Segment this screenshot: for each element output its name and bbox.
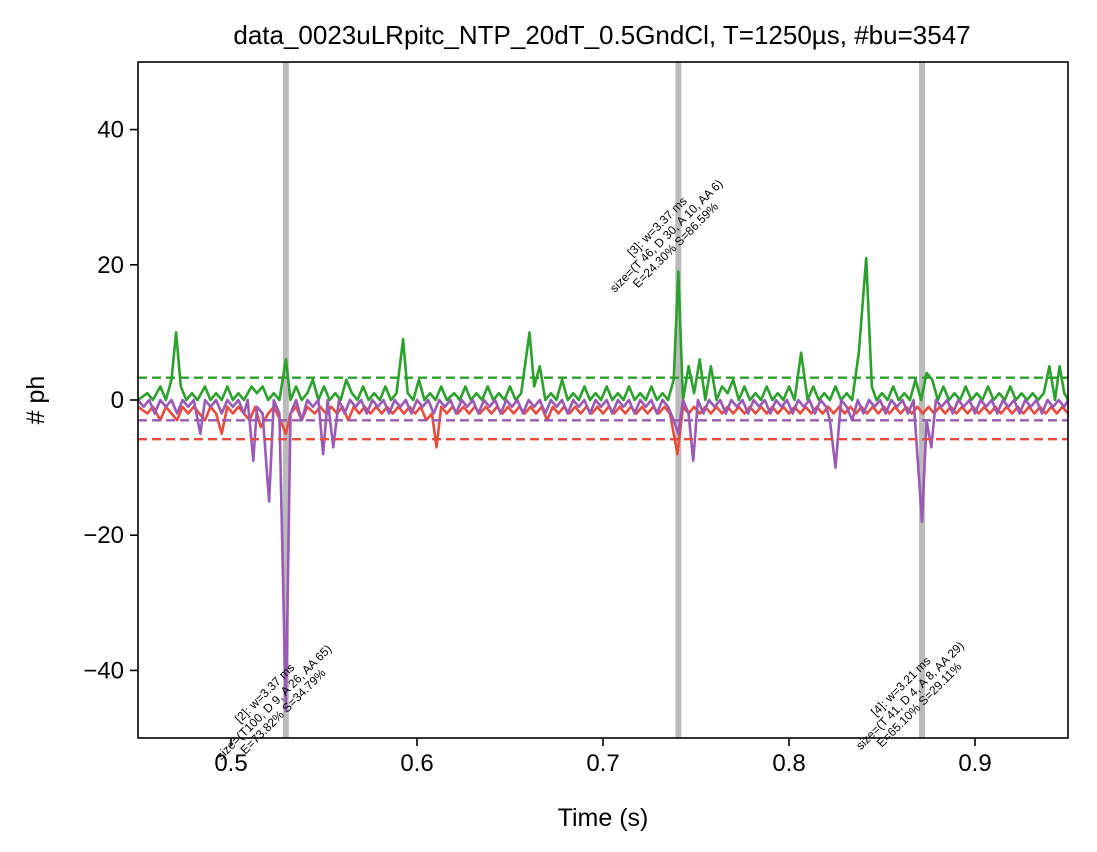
x-tick-label: 0.7 bbox=[586, 750, 619, 777]
x-tick-label: 0.6 bbox=[400, 750, 433, 777]
x-tick-label: 0.5 bbox=[214, 750, 247, 777]
burst-annotation-line: size=(T 46, D 30, A 10, AA 6) bbox=[607, 177, 725, 295]
burst-annotation-line: size=(T 41, D 4, A 8, AA 29) bbox=[853, 639, 967, 753]
burst-markers bbox=[282, 62, 925, 738]
series-line-green bbox=[137, 256, 1070, 402]
x-axis-ticks: 0.5 0.6 0.7 0.8 0.9 bbox=[214, 738, 992, 777]
threshold-lines bbox=[138, 376, 1068, 441]
y-tick-label: −20 bbox=[83, 522, 124, 549]
x-axis-label: Time (s) bbox=[558, 804, 649, 832]
y-tick-label: −40 bbox=[83, 657, 124, 684]
y-axis-label: # ph bbox=[22, 376, 50, 425]
series-lines bbox=[136, 256, 1070, 713]
plot-frame bbox=[137, 61, 1069, 739]
x-tick-label: 0.9 bbox=[958, 750, 991, 777]
chart-title: data_0023uLRpitc_NTP_20dT_0.5GndCl, T=12… bbox=[233, 20, 970, 50]
x-tick-label: 0.8 bbox=[772, 750, 805, 777]
y-axis-ticks: −40 −20 0 20 40 bbox=[83, 117, 138, 684]
y-tick-label: 20 bbox=[97, 252, 124, 279]
y-tick-label: 0 bbox=[111, 387, 124, 414]
series-line-purple bbox=[136, 398, 1070, 713]
y-tick-label: 40 bbox=[97, 117, 124, 144]
